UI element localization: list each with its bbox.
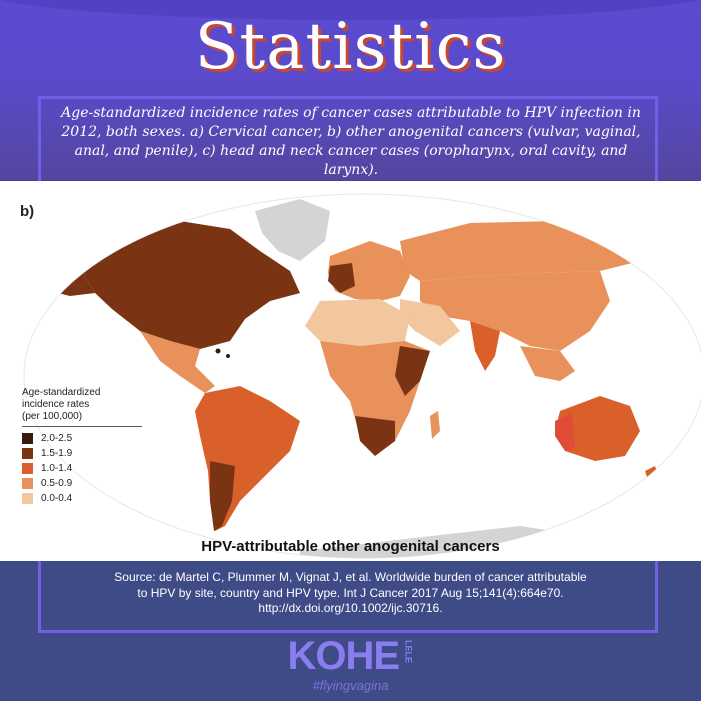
southern-cone-region xyxy=(210,461,235,531)
caption-text: Age-standardized incidence rates of canc… xyxy=(61,105,641,178)
logo-side: LELE xyxy=(403,640,414,664)
southern-africa-region xyxy=(355,416,395,456)
map-panel: b) Age-standardized incidence rates (per… xyxy=(0,181,701,561)
legend-item: 1.0-1.4 xyxy=(22,461,142,476)
map-title: HPV-attributable other anogenital cancer… xyxy=(201,538,500,555)
legend-item: 2.0-2.5 xyxy=(22,431,142,446)
source-frame xyxy=(38,561,658,633)
madagascar-region xyxy=(430,411,440,439)
russia-region xyxy=(400,221,640,281)
india-region xyxy=(470,321,500,371)
north-america-region xyxy=(75,221,300,349)
brand-tagline: #flyingvagina xyxy=(312,678,389,693)
middle-east-region xyxy=(400,299,460,346)
asia-region xyxy=(420,271,610,351)
north-africa-region xyxy=(305,299,410,346)
logo-main: KOHE xyxy=(287,634,400,678)
central-america-region xyxy=(140,331,215,393)
header-band xyxy=(0,0,701,180)
legend-title: Age-standardized incidence rates (per 10… xyxy=(22,387,142,427)
world-map xyxy=(23,193,701,559)
legend-item: 1.5-1.9 xyxy=(22,446,142,461)
map-legend: Age-standardized incidence rates (per 10… xyxy=(22,387,142,506)
legend-swatch xyxy=(22,433,33,444)
panel-label: b) xyxy=(20,203,35,220)
legend-swatch xyxy=(22,478,33,489)
header-curve xyxy=(0,0,701,20)
southeast-asia-region xyxy=(520,346,575,381)
east-africa-region xyxy=(395,346,430,396)
caption-frame xyxy=(38,96,658,182)
legend-swatch xyxy=(22,448,33,459)
western-europe-region xyxy=(328,263,355,293)
legend-item: 0.5-0.9 xyxy=(22,476,142,491)
page-title: Statistics xyxy=(194,10,507,84)
legend-swatch xyxy=(22,463,33,474)
brand-logo: KOHE LELE xyxy=(0,634,701,679)
australia-region xyxy=(555,396,640,461)
legend-swatch xyxy=(22,493,33,504)
source-citation: Source: de Martel C, Plummer M, Vignat J… xyxy=(114,570,587,615)
greenland-region xyxy=(255,199,330,261)
western-australia-region xyxy=(555,413,575,451)
legend-item: 0.0-0.4 xyxy=(22,491,142,506)
